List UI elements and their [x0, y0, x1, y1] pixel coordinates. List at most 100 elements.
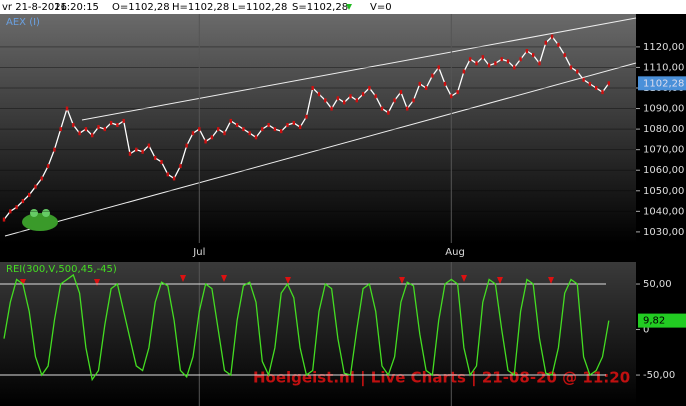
trendline: [4, 62, 637, 237]
candle: [254, 135, 258, 140]
candle: [273, 127, 277, 132]
candle: [412, 98, 415, 103]
header-bar: [0, 0, 686, 14]
indicator-title: REI(300,V,500,45,-45): [6, 264, 117, 275]
candle: [519, 57, 522, 62]
candle: [582, 77, 585, 82]
candle: [494, 61, 497, 66]
candle: [109, 120, 113, 125]
frog-logo: [22, 209, 58, 231]
price-marker-label: 9,82: [643, 316, 665, 327]
candle: [525, 49, 529, 54]
candle: [267, 123, 270, 128]
candle: [305, 114, 308, 119]
candle: [443, 81, 447, 86]
candle: [198, 127, 201, 132]
candle: [469, 57, 472, 62]
candle: [172, 176, 176, 181]
candle: [179, 164, 182, 169]
volume-icon: [346, 4, 352, 10]
candle: [513, 65, 516, 70]
candle: [399, 90, 403, 95]
candle: [40, 176, 43, 181]
candle: [166, 172, 169, 177]
candle: [324, 98, 327, 103]
candle: [242, 127, 245, 132]
watermark: Hoelgeist.nl | Live Charts | 21-08-20 @ …: [253, 369, 630, 388]
candle: [500, 57, 503, 62]
candle: [91, 133, 94, 138]
candle: [487, 63, 491, 68]
candle: [393, 98, 396, 103]
candle: [160, 160, 163, 165]
candle: [462, 69, 466, 74]
candle: [185, 143, 188, 148]
candle: [154, 155, 157, 160]
candle: [475, 61, 478, 66]
candle: [84, 127, 88, 132]
candle: [204, 139, 207, 144]
price-title: AEX (I): [6, 17, 40, 28]
y-tick-label: 50,00: [643, 279, 672, 290]
candle: [65, 106, 69, 111]
candle: [298, 125, 302, 130]
candle: [544, 40, 547, 45]
candle: [538, 61, 541, 66]
candle: [588, 81, 592, 86]
y-tick-label: 0: [643, 325, 649, 336]
x-tick-label: Jul: [192, 247, 205, 258]
indicator-panel: [0, 262, 636, 406]
candle: [361, 92, 365, 97]
candle: [191, 131, 195, 136]
candle: [34, 184, 37, 189]
candle: [557, 42, 560, 47]
candle: [431, 73, 434, 78]
series-line: [3, 273, 610, 382]
candle: [128, 151, 132, 156]
y-tick-label: 1080,00: [643, 124, 684, 135]
candle: [406, 106, 409, 111]
header-field: vr 21-8-2026: [2, 2, 67, 13]
candle: [135, 147, 138, 152]
candle: [210, 135, 214, 140]
y-tick-label: 1090,00: [643, 104, 684, 115]
candle: [103, 127, 106, 132]
y-tick-label: 1120,00: [643, 42, 684, 53]
y-tick-label: 1070,00: [643, 145, 684, 156]
candle: [15, 205, 18, 210]
candle: [595, 86, 598, 91]
candle: [387, 110, 390, 115]
candle: [569, 65, 573, 70]
y-tick-label: 1040,00: [643, 206, 684, 217]
candle: [2, 217, 6, 222]
candle: [292, 120, 295, 125]
candle: [330, 106, 333, 111]
candle: [53, 147, 56, 152]
candle: [418, 81, 421, 86]
candle: [368, 86, 371, 91]
candle: [59, 127, 62, 132]
candle: [563, 53, 566, 58]
candle: [437, 65, 440, 70]
candle: [122, 118, 125, 123]
candle: [229, 118, 232, 123]
candle: [248, 131, 251, 136]
candle: [280, 129, 283, 134]
candle: [311, 86, 314, 91]
header-field: V=0: [370, 2, 392, 13]
candle: [317, 92, 321, 97]
y-tick-label: 1110,00: [643, 62, 684, 73]
header-field: S=1102,28: [292, 2, 348, 13]
candle: [424, 86, 428, 91]
candle: [607, 81, 610, 86]
price-marker-label: 1102,28: [643, 78, 684, 89]
candle: [286, 123, 289, 128]
candle: [9, 209, 12, 214]
header-field: H=1102,28: [172, 2, 229, 13]
candle: [576, 69, 579, 74]
candle: [217, 127, 220, 132]
header-field: 11:20:15: [54, 2, 99, 13]
signal-arrows: [20, 275, 554, 286]
